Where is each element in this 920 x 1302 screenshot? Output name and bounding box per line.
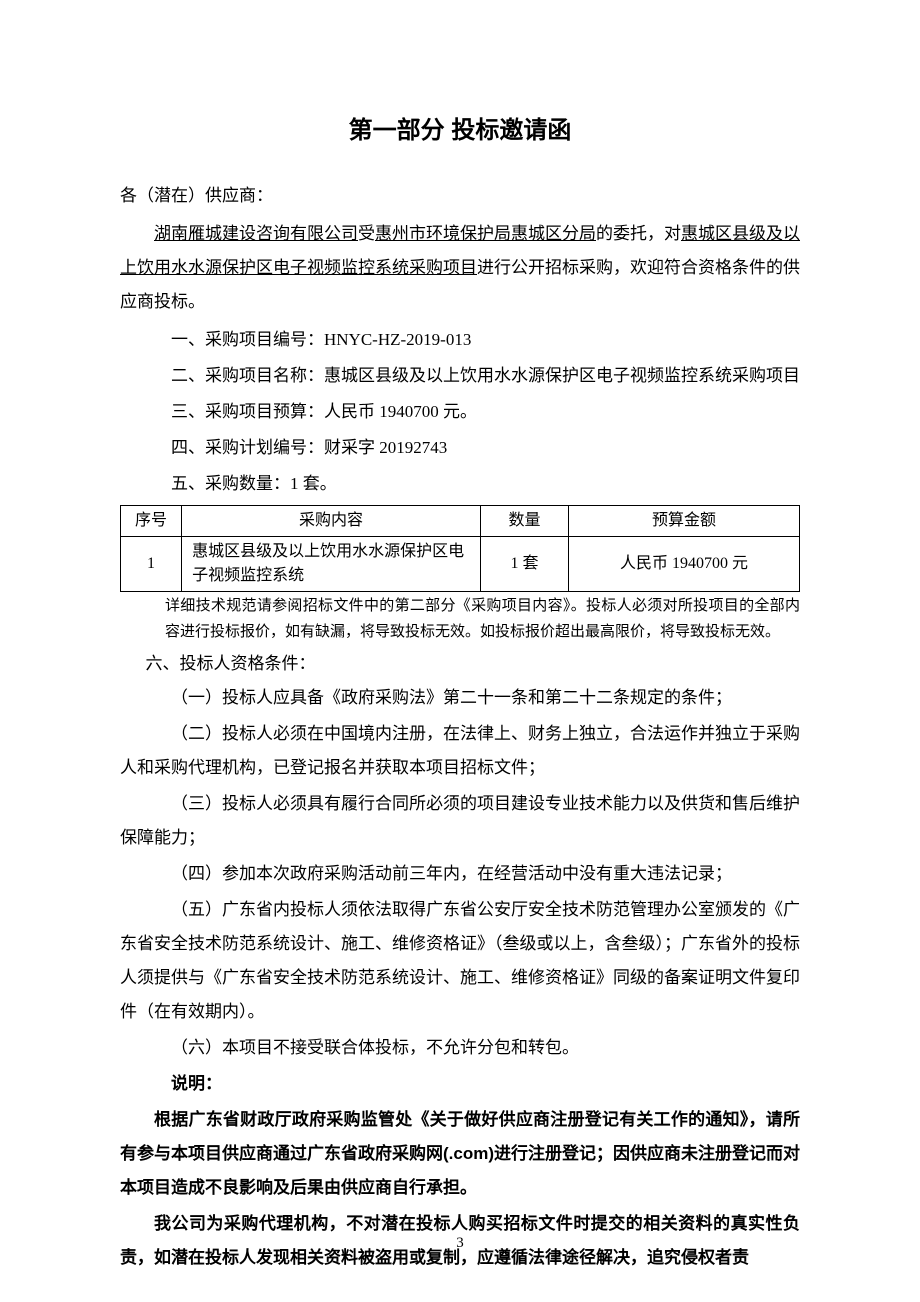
clause-5-text: （五）广东省内投标人须依法取得广东省公安厅安全技术防范管理办公室颁发的《广东省安… bbox=[120, 900, 800, 1021]
clause-1-text: （一）投标人应具备《政府采购法》第二十一条和第二十二条规定的条件； bbox=[171, 688, 732, 707]
table-row: 1 惠城区县级及以上饮用水水源保护区电子视频监控系统 1 套 人民币 19407… bbox=[121, 537, 800, 592]
cell-content: 惠城区县级及以上饮用水水源保护区电子视频监控系统 bbox=[182, 537, 481, 592]
table-header-row: 序号 采购内容 数量 预算金额 bbox=[121, 506, 800, 537]
clause-4: （四）参加本次政府采购活动前三年内，在经营活动中没有重大违法记录； bbox=[120, 857, 800, 891]
col-seq: 序号 bbox=[121, 506, 182, 537]
item-plan-number: 四、采购计划编号：财采字 20192743 bbox=[120, 431, 800, 465]
col-budget: 预算金额 bbox=[569, 506, 800, 537]
page-title: 第一部分 投标邀请函 bbox=[120, 110, 800, 145]
intro-text-2: 的委托，对 bbox=[596, 224, 681, 243]
cell-seq: 1 bbox=[121, 537, 182, 592]
page-number: 3 bbox=[0, 1235, 920, 1252]
item-project-number: 一、采购项目编号：HNYC-HZ-2019-013 bbox=[120, 323, 800, 357]
explain-heading: 说明： bbox=[120, 1067, 800, 1101]
budget-table: 序号 采购内容 数量 预算金额 1 惠城区县级及以上饮用水水源保护区电子视频监控… bbox=[120, 505, 800, 592]
clause-3: （三）投标人必须具有履行合同所必须的项目建设专业技术能力以及供货和售后维护保障能… bbox=[120, 787, 800, 855]
clause-6: （六）本项目不接受联合体投标，不允许分包和转包。 bbox=[120, 1031, 800, 1065]
agency-name: 湖南雁城建设咨询有限公司 bbox=[154, 224, 358, 243]
clause-4-text: （四）参加本次政府采购活动前三年内，在经营活动中没有重大违法记录； bbox=[171, 864, 732, 883]
cell-qty: 1 套 bbox=[480, 537, 568, 592]
cell-budget: 人民币 1940700 元 bbox=[569, 537, 800, 592]
clause-5: （五）广东省内投标人须依法取得广东省公安厅安全技术防范管理办公室颁发的《广东省安… bbox=[120, 893, 800, 1029]
item-project-name: 二、采购项目名称：惠城区县级及以上饮用水水源保护区电子视频监控系统采购项目 bbox=[120, 359, 800, 393]
clause-2-text: （二）投标人必须在中国境内注册，在法律上、财务上独立，合法运作并独立于采购人和采… bbox=[120, 724, 800, 777]
qualification-heading: 六、投标人资格条件： bbox=[120, 647, 800, 681]
item-quantity: 五、采购数量：1 套。 bbox=[120, 467, 800, 501]
clause-3-text: （三）投标人必须具有履行合同所必须的项目建设专业技术能力以及供货和售后维护保障能… bbox=[120, 794, 800, 847]
intro-text-1: 受 bbox=[358, 224, 375, 243]
explain-p1: 根据广东省财政厅政府采购监管处《关于做好供应商注册登记有关工作的通知》，请所有参… bbox=[120, 1103, 800, 1205]
clause-2: （二）投标人必须在中国境内注册，在法律上、财务上独立，合法运作并独立于采购人和采… bbox=[120, 717, 800, 785]
table-note: 详细技术规范请参阅招标文件中的第二部分《采购项目内容》。投标人必须对所投项目的全… bbox=[120, 594, 800, 645]
document-page: 第一部分 投标邀请函 各（潜在）供应商： 湖南雁城建设咨询有限公司受惠州市环境保… bbox=[0, 0, 920, 1302]
clause-6-text: （六）本项目不接受联合体投标，不允许分包和转包。 bbox=[171, 1038, 579, 1057]
item-project-budget: 三、采购项目预算：人民币 1940700 元。 bbox=[120, 395, 800, 429]
clause-1: （一）投标人应具备《政府采购法》第二十一条和第二十二条规定的条件； bbox=[120, 681, 800, 715]
col-content: 采购内容 bbox=[182, 506, 481, 537]
intro-paragraph: 湖南雁城建设咨询有限公司受惠州市环境保护局惠城区分局的委托，对惠城区县级及以上饮… bbox=[120, 217, 800, 319]
col-qty: 数量 bbox=[480, 506, 568, 537]
client-name: 惠州市环境保护局惠城区分局 bbox=[375, 224, 596, 243]
salutation: 各（潜在）供应商： bbox=[120, 179, 800, 213]
